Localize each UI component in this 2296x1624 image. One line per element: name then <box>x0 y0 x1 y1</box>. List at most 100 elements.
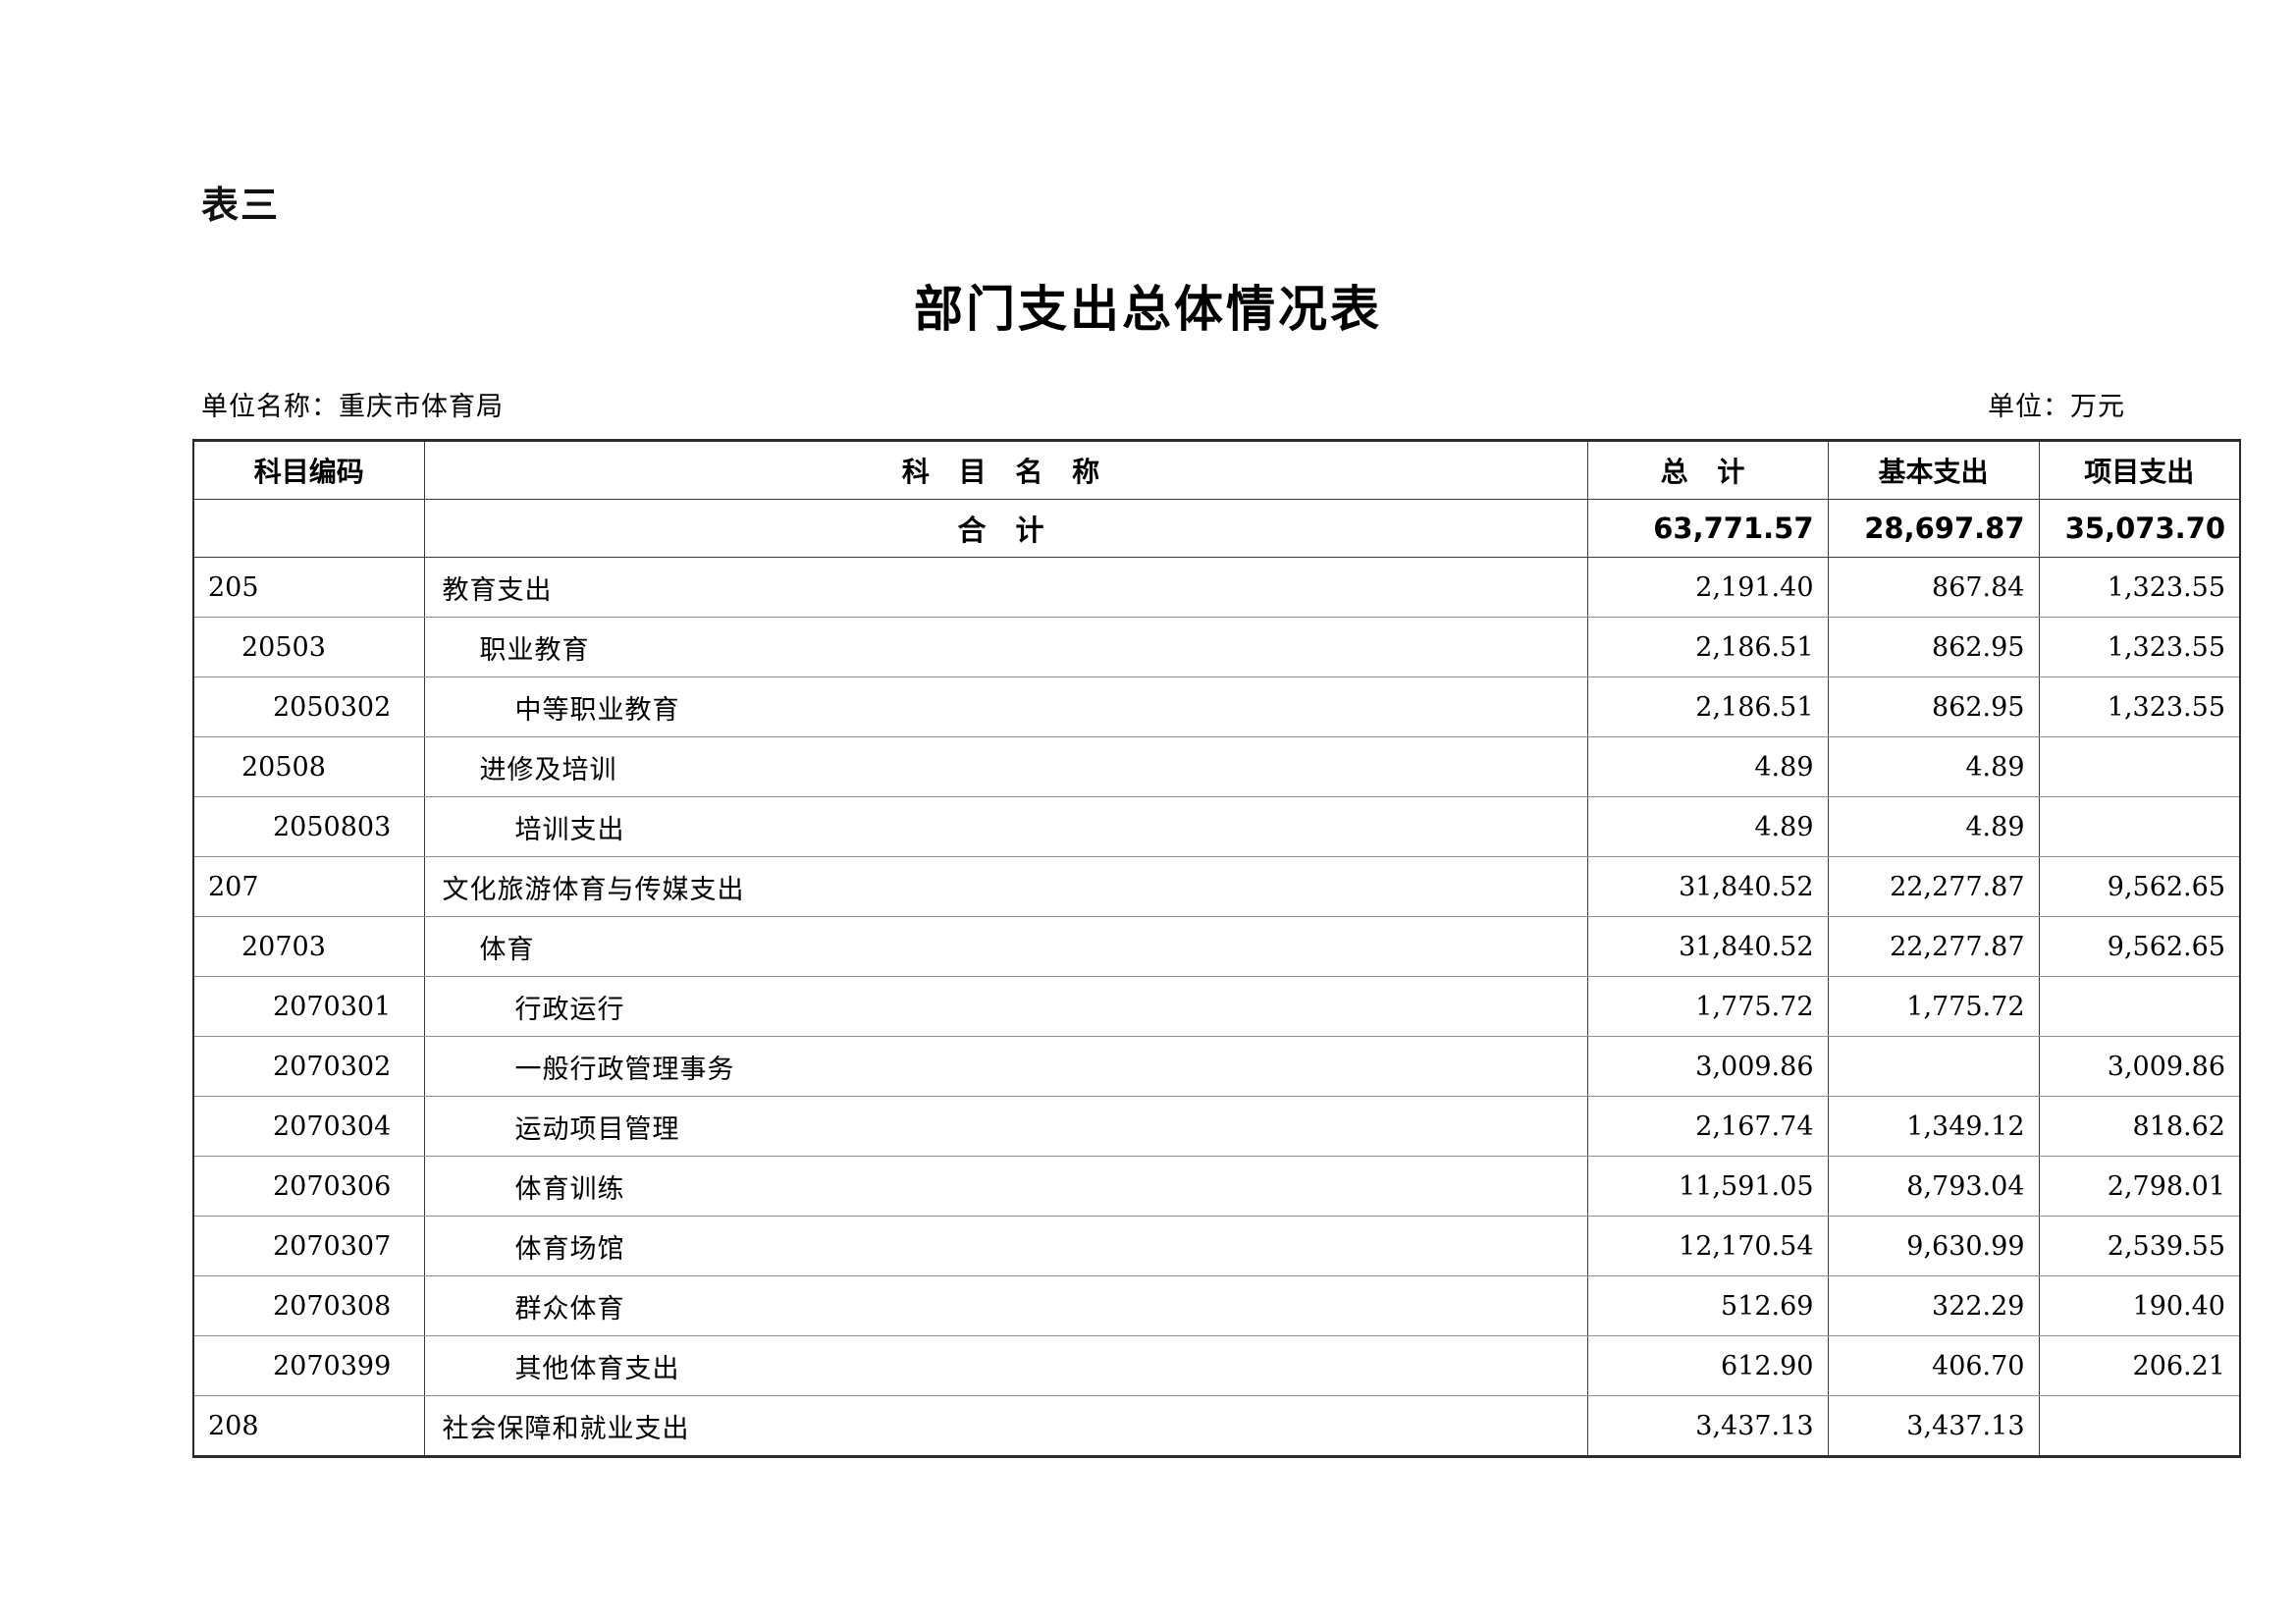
row-name: 社会保障和就业支出 <box>423 1395 1588 1458</box>
row-code: 208 <box>192 1395 425 1458</box>
table-row: 2070399 其他体育支出 612.90 406.70 206.21 <box>192 1335 2241 1396</box>
table-row: 2050803 培训支出 4.89 4.89 <box>192 796 2241 857</box>
row-name: 培训支出 <box>423 796 1588 857</box>
row-name: 体育 <box>423 916 1588 977</box>
row-name: 文化旅游体育与传媒支出 <box>423 856 1588 917</box>
row-project: 2,539.55 <box>2038 1216 2241 1276</box>
row-total: 612.90 <box>1586 1335 1829 1396</box>
row-basic: 1,775.72 <box>1827 976 2040 1037</box>
row-project: 9,562.65 <box>2038 916 2241 977</box>
sheet-label: 表三 <box>201 184 281 227</box>
row-name: 群众体育 <box>423 1275 1588 1336</box>
row-code: 2050803 <box>192 796 425 857</box>
table-row: 20508 进修及培训 4.89 4.89 <box>192 736 2241 797</box>
row-name: 行政运行 <box>423 976 1588 1037</box>
row-basic: 862.95 <box>1827 617 2040 677</box>
row-total: 31,840.52 <box>1586 856 1829 917</box>
row-name: 中等职业教育 <box>423 677 1588 737</box>
unit-name-label: 单位名称：重庆市体育局 <box>201 392 504 422</box>
row-name: 体育场馆 <box>423 1216 1588 1276</box>
row-code: 2050302 <box>192 677 425 737</box>
table-row: 208 社会保障和就业支出 3,437.13 3,437.13 <box>192 1395 2241 1458</box>
row-total: 12,170.54 <box>1586 1216 1829 1276</box>
row-project: 190.40 <box>2038 1275 2241 1336</box>
row-total: 11,591.05 <box>1586 1156 1829 1217</box>
row-project: 9,562.65 <box>2038 856 2241 917</box>
row-code: 20703 <box>192 916 425 977</box>
table-total-row: 合 计 63,771.57 28,697.87 35,073.70 <box>192 499 2241 558</box>
header-cell-total: 总 计 <box>1586 439 1829 500</box>
row-project: 1,323.55 <box>2038 677 2241 737</box>
table-row: 2050302 中等职业教育 2,186.51 862.95 1,323.55 <box>192 677 2241 737</box>
table-row: 2070304 运动项目管理 2,167.74 1,349.12 818.62 <box>192 1096 2241 1157</box>
budget-table: 科目编码 科 目 名 称 总 计 基本支出 项目支出 合 计 63,771.57… <box>192 439 2241 1458</box>
row-total: 1,775.72 <box>1586 976 1829 1037</box>
row-basic: 1,349.12 <box>1827 1096 2040 1157</box>
row-project <box>2038 1395 2241 1458</box>
row-basic: 322.29 <box>1827 1275 2040 1336</box>
table-row: 20503 职业教育 2,186.51 862.95 1,323.55 <box>192 617 2241 677</box>
row-project: 3,009.86 <box>2038 1036 2241 1097</box>
row-name: 职业教育 <box>423 617 1588 677</box>
header-cell-project: 项目支出 <box>2038 439 2241 500</box>
row-total: 2,186.51 <box>1586 677 1829 737</box>
table-row: 2070301 行政运行 1,775.72 1,775.72 <box>192 976 2241 1037</box>
row-basic: 22,277.87 <box>1827 916 2040 977</box>
row-code: 205 <box>192 557 425 618</box>
row-project: 1,323.55 <box>2038 557 2241 618</box>
row-total: 4.89 <box>1586 736 1829 797</box>
row-name: 进修及培训 <box>423 736 1588 797</box>
row-basic: 8,793.04 <box>1827 1156 2040 1217</box>
row-name: 一般行政管理事务 <box>423 1036 1588 1097</box>
row-code: 2070304 <box>192 1096 425 1157</box>
row-total: 3,009.86 <box>1586 1036 1829 1097</box>
row-total: 2,186.51 <box>1586 617 1829 677</box>
row-basic: 406.70 <box>1827 1335 2040 1396</box>
row-name: 体育训练 <box>423 1156 1588 1217</box>
row-basic: 22,277.87 <box>1827 856 2040 917</box>
row-total: 2,191.40 <box>1586 557 1829 618</box>
header-cell-code: 科目编码 <box>192 439 425 500</box>
table-row: 20703 体育 31,840.52 22,277.87 9,562.65 <box>192 916 2241 977</box>
row-basic: 862.95 <box>1827 677 2040 737</box>
row-code: 2070399 <box>192 1335 425 1396</box>
row-code: 20503 <box>192 617 425 677</box>
row-code: 2070308 <box>192 1275 425 1336</box>
row-total: 2,167.74 <box>1586 1096 1829 1157</box>
table-row: 2070306 体育训练 11,591.05 8,793.04 2,798.01 <box>192 1156 2241 1217</box>
row-code: 2070307 <box>192 1216 425 1276</box>
table-row: 2070307 体育场馆 12,170.54 9,630.99 2,539.55 <box>192 1216 2241 1276</box>
header-cell-name: 科 目 名 称 <box>423 439 1588 500</box>
total-row-label: 合 计 <box>423 499 1588 558</box>
total-row-code <box>192 499 425 558</box>
amount-unit-label: 单位：万元 <box>1988 392 2125 422</box>
row-name: 其他体育支出 <box>423 1335 1588 1396</box>
table-row: 207 文化旅游体育与传媒支出 31,840.52 22,277.87 9,562.65 <box>192 856 2241 917</box>
row-name: 教育支出 <box>423 557 1588 618</box>
header-cell-basic: 基本支出 <box>1827 439 2040 500</box>
row-project: 818.62 <box>2038 1096 2241 1157</box>
row-code: 207 <box>192 856 425 917</box>
row-total: 31,840.52 <box>1586 916 1829 977</box>
table-header-row: 科目编码 科 目 名 称 总 计 基本支出 项目支出 <box>192 439 2241 500</box>
budget-table-container: 科目编码 科 目 名 称 总 计 基本支出 项目支出 合 计 63,771.57… <box>192 439 2241 1458</box>
table-row: 205 教育支出 2,191.40 867.84 1,323.55 <box>192 557 2241 618</box>
table-row: 2070308 群众体育 512.69 322.29 190.40 <box>192 1275 2241 1336</box>
row-project: 1,323.55 <box>2038 617 2241 677</box>
row-total: 4.89 <box>1586 796 1829 857</box>
row-project: 2,798.01 <box>2038 1156 2241 1217</box>
row-project <box>2038 796 2241 857</box>
row-basic: 3,437.13 <box>1827 1395 2040 1458</box>
row-basic <box>1827 1036 2040 1097</box>
row-code: 2070306 <box>192 1156 425 1217</box>
row-basic: 4.89 <box>1827 736 2040 797</box>
total-row-total: 63,771.57 <box>1586 499 1829 558</box>
row-total: 3,437.13 <box>1586 1395 1829 1458</box>
meta-row: 单位名称：重庆市体育局 单位：万元 <box>201 385 2125 424</box>
table-row: 2070302 一般行政管理事务 3,009.86 3,009.86 <box>192 1036 2241 1097</box>
page-title: 部门支出总体情况表 <box>914 280 1382 338</box>
row-name: 运动项目管理 <box>423 1096 1588 1157</box>
total-row-project: 35,073.70 <box>2038 499 2241 558</box>
row-basic: 4.89 <box>1827 796 2040 857</box>
